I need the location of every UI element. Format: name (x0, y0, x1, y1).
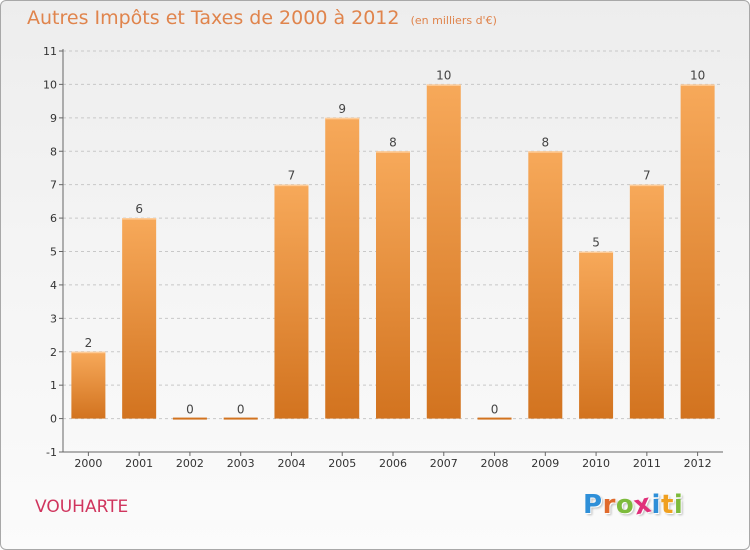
x-tick-label: 2004 (277, 457, 305, 470)
y-tick-label: 1 (50, 379, 57, 392)
bar (122, 218, 157, 419)
logo-letter: o (615, 490, 635, 520)
bar (172, 417, 207, 420)
proxiti-logo: Proxiti (583, 489, 684, 522)
bar-highlight (629, 184, 664, 187)
y-tick-label: 2 (50, 346, 57, 359)
bar (629, 184, 664, 419)
bar-highlight (528, 151, 563, 153)
x-tick-label: 2006 (379, 457, 407, 470)
bar-highlight (325, 117, 360, 120)
y-tick-label: 10 (43, 78, 57, 91)
logo-letter: P (583, 490, 603, 520)
x-tick-label: 2012 (684, 457, 712, 470)
x-tick-label: 2005 (328, 457, 356, 470)
y-tick-label: 9 (50, 112, 57, 125)
x-tick-label: 2011 (633, 457, 661, 470)
data-label: 10 (436, 68, 451, 82)
x-tick-label: 2002 (176, 457, 204, 470)
bar-highlight (274, 184, 309, 187)
bar-highlight (376, 151, 410, 153)
bar (579, 251, 614, 419)
bar (274, 184, 309, 419)
bar (426, 84, 461, 419)
bar (528, 151, 563, 419)
bar (223, 417, 258, 420)
chart-title: Autres Impôts et Taxes de 2000 à 2012 (27, 7, 400, 29)
y-tick-label: -1 (46, 446, 57, 459)
x-tick-label: 2001 (125, 457, 153, 470)
chart-unit: (en milliers d'€) (410, 14, 497, 27)
data-label: 0 (186, 403, 194, 417)
y-tick-label: 0 (50, 413, 57, 426)
x-tick-label: 2000 (74, 457, 102, 470)
y-tick-label: 5 (50, 246, 57, 259)
x-tick-label: 2003 (227, 457, 255, 470)
data-label: 0 (491, 403, 499, 417)
data-label: 8 (389, 135, 397, 149)
y-tick-label: 8 (50, 145, 57, 158)
data-label: 9 (338, 102, 346, 116)
logo-letter: i (673, 490, 684, 520)
bar-highlight (680, 84, 715, 86)
labels-layer: 2 6 0 0 7 9 8 10 0 8 5 7 10 (85, 68, 706, 416)
data-label: 10 (690, 68, 705, 82)
y-tick-label: 3 (50, 312, 57, 325)
bar-highlight (579, 251, 614, 253)
logo-letter: t (660, 490, 674, 520)
y-tick-label: 4 (50, 279, 57, 292)
bars-layer (71, 84, 715, 420)
y-tick-label: 6 (50, 212, 57, 225)
x-tick-label: 2007 (430, 457, 458, 470)
x-tick-label: 2008 (481, 457, 509, 470)
bar-highlight (71, 351, 106, 354)
data-label: 5 (592, 236, 600, 250)
data-label: 8 (541, 135, 549, 149)
logo-letter: i (651, 490, 661, 520)
y-tick-label: 7 (50, 179, 57, 192)
bar-highlight (426, 84, 461, 86)
data-label: 6 (135, 202, 143, 216)
bar (71, 351, 106, 419)
bar-highlight (122, 218, 157, 220)
data-label: 2 (85, 336, 93, 350)
bar (325, 117, 360, 419)
bar (477, 417, 512, 420)
data-label: 7 (288, 169, 296, 183)
data-label: 7 (643, 169, 651, 183)
x-tick-label: 2010 (582, 457, 610, 470)
title-row: Autres Impôts et Taxes de 2000 à 2012 (e… (27, 7, 497, 29)
y-tick-label: 11 (43, 45, 57, 58)
logo-letter: r (602, 490, 616, 520)
x-tick-label: 2009 (531, 457, 559, 470)
data-label: 0 (237, 403, 245, 417)
bar (376, 151, 410, 419)
bar (680, 84, 715, 419)
commune-name: VOUHARTE (35, 497, 129, 517)
